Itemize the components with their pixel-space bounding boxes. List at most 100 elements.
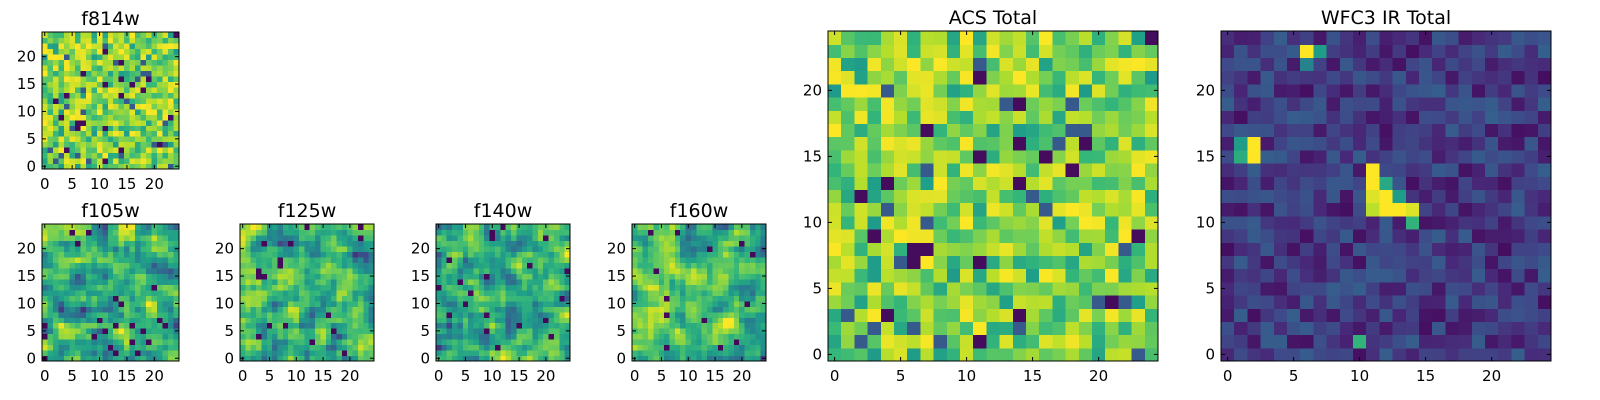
heatmap-cell	[505, 328, 512, 335]
heatmap-cell	[85, 328, 92, 335]
heatmap-cell	[733, 284, 740, 291]
heatmap-cell	[1300, 255, 1314, 270]
heatmap-cell	[357, 311, 364, 318]
heatmap-cell	[1471, 255, 1486, 270]
heatmap-cell	[363, 224, 370, 231]
heatmap-cell	[744, 350, 751, 357]
heatmap-cell	[516, 317, 523, 324]
heatmap-cell	[157, 333, 164, 340]
heatmap-cell	[1247, 215, 1262, 230]
heatmap-cell	[894, 83, 908, 98]
heatmap-cell	[320, 306, 327, 313]
heatmap-cell	[548, 350, 555, 357]
heatmap-cell	[118, 53, 125, 60]
heatmap-cell	[960, 31, 974, 45]
heatmap-cell	[256, 245, 263, 252]
heatmap-cell	[880, 110, 895, 124]
heatmap-cell	[1353, 295, 1367, 309]
heatmap-cell	[632, 289, 638, 296]
heatmap-cell	[47, 240, 54, 247]
heatmap-cell	[1012, 149, 1027, 164]
heatmap-cell	[91, 108, 98, 115]
heatmap-cell	[320, 240, 327, 247]
heatmap-cell	[749, 273, 756, 280]
heatmap-cell	[113, 339, 120, 346]
heatmap-cell	[1458, 308, 1473, 322]
heatmap-cell	[1234, 334, 1248, 349]
heatmap-cell	[261, 355, 268, 362]
heatmap-cell	[674, 306, 681, 313]
heatmap-cell	[85, 92, 92, 99]
heatmap-cell	[1039, 321, 1053, 336]
heatmap-cell	[47, 125, 54, 132]
heatmap-cell	[1511, 242, 1526, 256]
heatmap-cell	[1498, 347, 1512, 362]
heatmap-cell	[696, 267, 703, 274]
heatmap-cell	[532, 256, 539, 263]
heatmap-cell	[250, 322, 257, 329]
heatmap-cell	[63, 103, 70, 110]
heatmap-cell	[637, 350, 644, 357]
heatmap-cell	[1339, 255, 1354, 270]
heatmap-cell	[47, 256, 54, 263]
heatmap-cell	[52, 130, 60, 137]
heatmap-cell	[293, 273, 300, 280]
heatmap-cell	[135, 158, 142, 165]
heatmap-cell	[347, 267, 354, 274]
heatmap-cell	[960, 268, 974, 283]
heatmap-cell	[717, 256, 724, 263]
heatmap-cell	[1300, 83, 1314, 98]
heatmap-cell	[347, 317, 354, 324]
heatmap-cell	[637, 328, 644, 335]
heatmap-cell	[298, 234, 305, 242]
heatmap-cell	[96, 158, 103, 165]
heatmap-cell	[516, 229, 523, 236]
heatmap-cell	[69, 306, 76, 313]
heatmap-cell	[1524, 110, 1539, 124]
heatmap-cell	[146, 350, 153, 357]
heatmap-cell	[151, 119, 158, 126]
heatmap-cell	[1287, 83, 1301, 98]
heatmap-cell	[250, 234, 257, 242]
heatmap-cell	[637, 284, 644, 291]
heatmap-cell	[920, 334, 935, 349]
heatmap-cell	[436, 229, 442, 236]
heatmap-cell	[441, 322, 448, 329]
heatmap-cell	[564, 311, 571, 318]
heatmap-cell	[162, 108, 169, 115]
heatmap-cell	[58, 251, 65, 258]
heatmap-cell	[489, 284, 496, 291]
heatmap-cell	[986, 321, 1001, 336]
heatmap-cell	[320, 245, 327, 252]
heatmap-cell	[854, 308, 869, 322]
heatmap-cell	[457, 317, 464, 324]
heatmap-cell	[559, 267, 566, 274]
heatmap-cell	[1445, 176, 1460, 190]
heatmap-cell	[500, 317, 507, 324]
heatmap-cell	[256, 289, 263, 296]
heatmap-cell	[151, 48, 158, 55]
heatmap-cell	[69, 86, 76, 93]
heatmap-cell	[1458, 202, 1473, 217]
heatmap-cell	[755, 295, 762, 302]
x-tick-label: 15	[117, 367, 136, 385]
heatmap-cell	[113, 125, 120, 132]
heatmap-cell	[47, 234, 54, 242]
heatmap-cell	[707, 278, 713, 285]
heatmap-cell	[505, 311, 512, 318]
heatmap-cell	[559, 234, 566, 242]
heatmap-cell	[52, 158, 60, 165]
heatmap-cell	[1471, 176, 1486, 190]
heatmap-cell	[1247, 97, 1262, 111]
heatmap-cell	[669, 278, 676, 285]
heatmap-cell	[47, 147, 54, 154]
heatmap-cell	[1144, 321, 1159, 336]
heatmap-cell	[452, 267, 459, 274]
heatmap-cell	[331, 289, 338, 296]
heatmap-cell	[733, 328, 740, 335]
heatmap-cell	[266, 289, 273, 296]
heatmap-cell	[920, 229, 935, 243]
heatmap-cell	[658, 311, 665, 318]
heatmap-cell	[532, 333, 539, 340]
heatmap-cell	[107, 75, 114, 82]
